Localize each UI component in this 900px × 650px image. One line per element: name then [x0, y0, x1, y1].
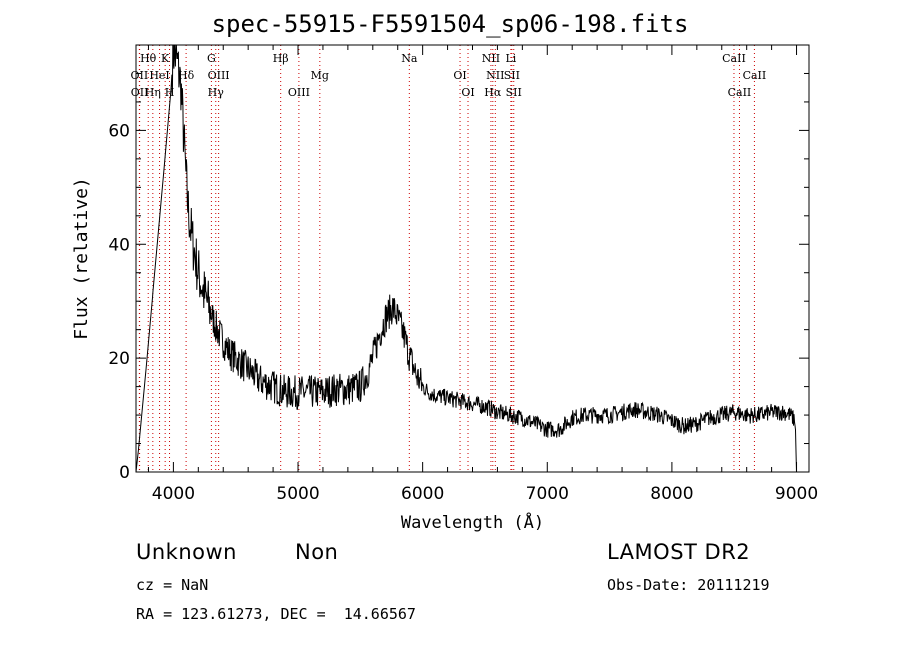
- x-axis-label: Wavelength (Å): [401, 511, 544, 533]
- x-tick-label: 8000: [650, 484, 693, 504]
- line-marker-label: H: [165, 86, 175, 99]
- line-marker-label: Hη: [145, 86, 161, 99]
- line-marker-label: HeI: [149, 69, 169, 82]
- survey-label: LAMOST DR2: [607, 540, 751, 564]
- line-marker-label: SII: [506, 86, 522, 99]
- line-marker-label: Hα: [484, 86, 502, 99]
- x-tick-label: 6000: [401, 484, 444, 504]
- y-tick-label: 20: [108, 349, 130, 369]
- y-tick-label: 60: [108, 121, 130, 141]
- object-class: Unknown: [136, 540, 237, 564]
- y-tick-label: 0: [119, 463, 130, 483]
- line-marker-label: Hδ: [178, 69, 195, 82]
- line-marker-label: OIII: [208, 69, 230, 82]
- line-marker-label: OI: [461, 86, 474, 99]
- line-marker-label: CaII: [722, 52, 746, 65]
- redshift-text: cz = NaN: [136, 576, 209, 594]
- y-tick-label: 40: [108, 235, 130, 255]
- line-marker-label: Mg: [311, 69, 329, 82]
- line-marker-label: Li: [505, 52, 516, 65]
- line-marker-label: Hγ: [208, 86, 225, 99]
- object-subclass: Non: [295, 540, 339, 564]
- line-marker-label: G: [207, 52, 216, 65]
- line-marker-label: CaII: [743, 69, 767, 82]
- line-marker-label: CaII: [728, 86, 752, 99]
- line-marker-label: OIII: [288, 86, 310, 99]
- line-marker-label: SII: [504, 69, 520, 82]
- line-marker-label: OII: [131, 69, 149, 82]
- chart-title: spec-55915-F5591504_sp06-198.fits: [211, 10, 689, 38]
- x-tick-label: 5000: [276, 484, 319, 504]
- x-tick-label: 9000: [775, 484, 818, 504]
- line-marker-label: Hθ: [140, 52, 157, 65]
- obs-date-text: Obs-Date: 20111219: [607, 576, 770, 594]
- line-marker-label: NII: [486, 69, 504, 82]
- coordinates-text: RA = 123.61273, DEC = 14.66567: [136, 605, 416, 623]
- line-marker-label: OI: [453, 69, 466, 82]
- line-marker-label: OII: [131, 86, 149, 99]
- line-marker-label: Na: [401, 52, 418, 65]
- line-marker-label: K: [161, 52, 170, 65]
- x-tick-label: 4000: [152, 484, 195, 504]
- y-axis-label: Flux (relative): [71, 177, 92, 340]
- spectrum-line: [136, 45, 797, 472]
- line-marker-label: Hβ: [273, 52, 289, 65]
- x-tick-label: 7000: [526, 484, 569, 504]
- line-marker-label: NII: [482, 52, 500, 65]
- spectrum-group: [136, 45, 797, 472]
